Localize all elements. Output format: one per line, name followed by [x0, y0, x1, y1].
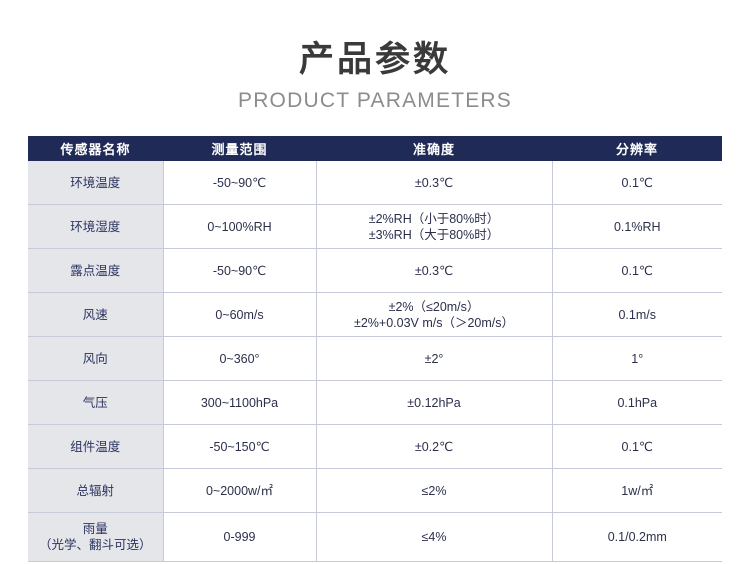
cell-measuring-range: -50~90℃: [163, 248, 317, 293]
accuracy-line1: ±2%（≤20m/s）: [388, 299, 480, 314]
cell-sensor-name: 露点温度: [28, 248, 164, 293]
accuracy-line2: ±3%RH（大于80%时）: [368, 227, 500, 242]
cell-sensor-name: 风向: [28, 336, 164, 381]
cell-resolution: 0.1m/s: [552, 292, 722, 337]
cell-accuracy: ±2%RH（小于80%时） ±3%RH（大于80%时）: [316, 204, 553, 249]
accuracy-line1: ±0.2℃: [414, 439, 454, 454]
cell-sensor-name: 环境温度: [28, 161, 164, 205]
sensor-name-line2: （光学、翻斗可选）: [38, 538, 152, 552]
cell-accuracy: ±0.3℃: [316, 161, 553, 205]
cell-resolution: 0.1/0.2mm: [552, 512, 722, 562]
cell-measuring-range: 0~2000w/㎡: [163, 468, 317, 513]
sensor-name-line1: 露点温度: [70, 263, 121, 278]
table-row: 雨量 （光学、翻斗可选） 0-999 ≤4% 0.1/0.2mm: [28, 512, 722, 562]
sensor-name-line1: 组件温度: [70, 439, 121, 454]
accuracy-line1: ±2°: [424, 351, 444, 366]
cell-resolution: 0.1%RH: [552, 204, 722, 249]
sensor-name-line1: 环境湿度: [70, 219, 121, 234]
table-body: 环境温度 -50~90℃ ±0.3℃ 0.1℃ 环境湿度 0~100%RH ±2%RH（小于…: [28, 161, 722, 562]
cell-resolution: 0.1℃: [552, 248, 722, 293]
accuracy-line1: ≤4%: [421, 530, 447, 544]
table-header-row: 传感器名称 测量范围 准确度 分辨率: [28, 136, 722, 161]
cell-accuracy: ±2%（≤20m/s） ±2%+0.03V m/s（＞20m/s）: [316, 292, 553, 337]
sensor-name-line1: 雨量: [82, 522, 108, 536]
cell-accuracy: ±0.3℃: [316, 248, 553, 293]
sensor-name-line1: 风向: [82, 351, 108, 366]
cell-resolution: 0.1℃: [552, 161, 722, 205]
accuracy-line1: ≤2%: [421, 483, 447, 498]
accuracy-line1: ±0.3℃: [414, 175, 454, 190]
cell-resolution: 0.1hPa: [552, 380, 722, 425]
sensor-name-line1: 风速: [82, 307, 108, 322]
page-title-block: 产品参数 PRODUCT PARAMETERS: [0, 38, 750, 114]
page-title-english: PRODUCT PARAMETERS: [237, 89, 513, 112]
accuracy-line1: ±0.3℃: [414, 263, 454, 278]
cell-resolution: 1°: [552, 336, 722, 381]
cell-sensor-name: 总辐射: [28, 468, 164, 513]
table-row: 气压 300~1100hPa ±0.12hPa 0.1hPa: [28, 380, 722, 425]
cell-accuracy: ±2°: [316, 336, 553, 381]
table-row: 环境湿度 0~100%RH ±2%RH（小于80%时） ±3%RH（大于80%时） 0.…: [28, 204, 722, 249]
cell-sensor-name: 环境湿度: [28, 204, 164, 249]
column-header-resolution: 分辨率: [552, 136, 722, 161]
table-header: 传感器名称 测量范围 准确度 分辨率: [28, 136, 722, 161]
cell-measuring-range: 0~360°: [163, 336, 317, 381]
cell-accuracy: ≤4%: [316, 512, 553, 562]
accuracy-line1: ±0.12hPa: [407, 395, 461, 410]
cell-measuring-range: 0-999: [163, 512, 317, 562]
cell-resolution: 0.1℃: [552, 424, 722, 469]
cell-measuring-range: 0~100%RH: [163, 204, 317, 249]
column-header-sensor-name: 传感器名称: [28, 136, 163, 161]
cell-sensor-name: 风速: [28, 292, 164, 337]
sensor-name-line1: 总辐射: [76, 483, 114, 498]
cell-sensor-name: 雨量 （光学、翻斗可选）: [28, 512, 164, 562]
cell-accuracy: ±0.2℃: [316, 424, 553, 469]
table-row: 环境温度 -50~90℃ ±0.3℃ 0.1℃: [28, 161, 722, 205]
cell-sensor-name: 气压: [28, 380, 164, 425]
accuracy-line1: ±2%RH（小于80%时）: [368, 211, 500, 226]
table-row: 组件温度 -50~150℃ ±0.2℃ 0.1℃: [28, 424, 722, 469]
table-row: 露点温度 -50~90℃ ±0.3℃ 0.1℃: [28, 248, 722, 293]
cell-resolution: 1w/㎡: [552, 468, 722, 513]
sensor-name-line1: 气压: [82, 395, 108, 410]
table-row: 风速 0~60m/s ±2%（≤20m/s） ±2%+0.03V m/s（＞20m/s…: [28, 292, 722, 337]
sensor-name-line1: 环境温度: [70, 175, 121, 190]
cell-accuracy: ≤2%: [316, 468, 553, 513]
column-header-measuring-range: 测量范围: [163, 136, 316, 161]
table-row: 风向 0~360° ±2° 1°: [28, 336, 722, 381]
cell-sensor-name: 组件温度: [28, 424, 164, 469]
specification-table: 传感器名称 测量范围 准确度 分辨率 环境温度 -50~90℃ ±0.3℃ 0.1℃ 环…: [28, 136, 722, 562]
page-title-chinese: 产品参数: [298, 40, 451, 79]
cell-measuring-range: 300~1100hPa: [163, 380, 317, 425]
cell-accuracy: ±0.12hPa: [316, 380, 553, 425]
column-header-accuracy: 准确度: [316, 136, 552, 161]
table-row: 总辐射 0~2000w/㎡ ≤2% 1w/㎡: [28, 468, 722, 513]
accuracy-line2: ±2%+0.03V m/s（＞20m/s）: [353, 315, 515, 330]
cell-measuring-range: -50~150℃: [163, 424, 317, 469]
cell-measuring-range: 0~60m/s: [163, 292, 317, 337]
cell-measuring-range: -50~90℃: [163, 161, 317, 205]
